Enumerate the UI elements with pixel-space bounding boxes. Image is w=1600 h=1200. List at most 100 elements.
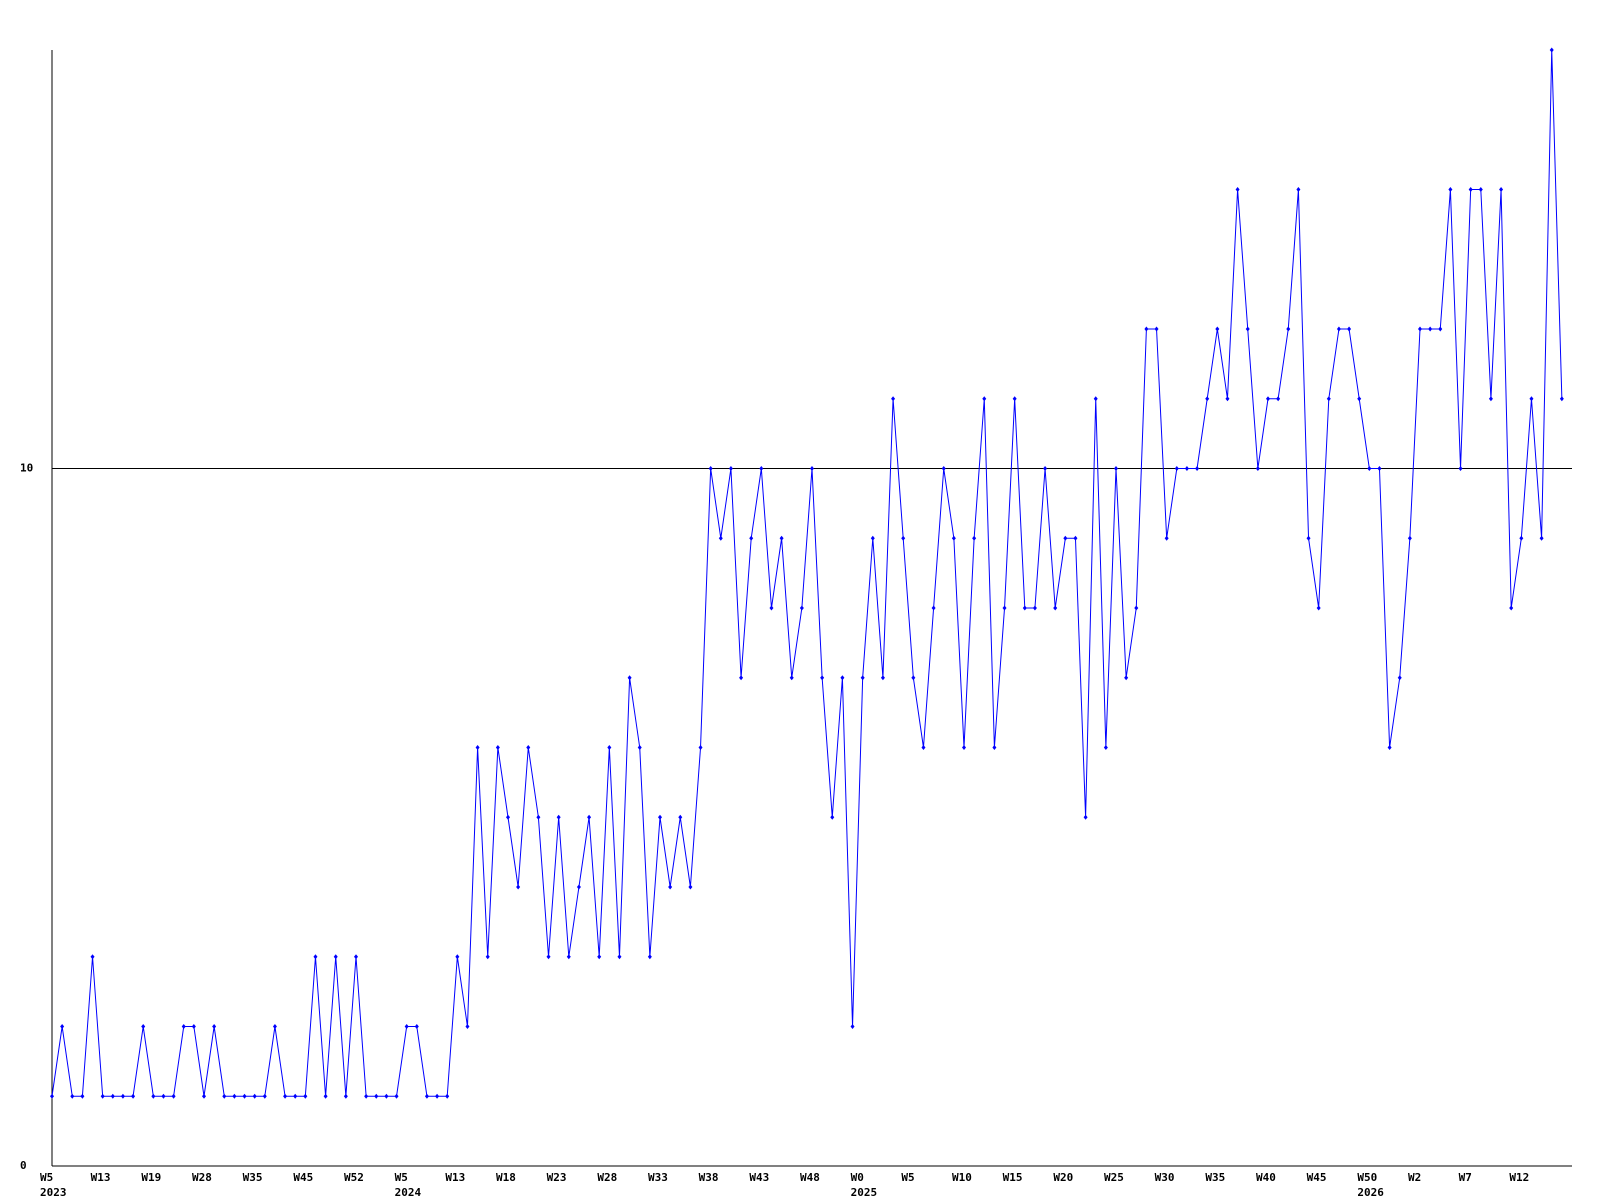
data-point (455, 954, 460, 960)
data-point (242, 1093, 247, 1099)
data-point (1377, 466, 1382, 471)
data-point (1144, 326, 1149, 332)
data-point (587, 814, 592, 820)
data-point (749, 535, 754, 541)
data-point (1488, 396, 1493, 402)
data-point (1478, 187, 1483, 192)
data-point (576, 884, 581, 890)
data-point (1397, 675, 1402, 681)
data-point (262, 1093, 267, 1099)
data-point (607, 745, 612, 750)
data-point (1357, 396, 1362, 402)
data-point (202, 1093, 206, 1099)
data-point (1073, 535, 1078, 541)
data-point (1418, 326, 1422, 332)
data-point (546, 954, 551, 960)
data-point (1326, 396, 1331, 402)
data-point (698, 745, 703, 750)
x-tick-label: W15 (1003, 1171, 1023, 1184)
data-point (1093, 396, 1098, 402)
data-point (901, 535, 906, 541)
data-point (1316, 605, 1321, 611)
data-point (1306, 535, 1311, 541)
data-point (110, 1093, 115, 1099)
data-point (1022, 605, 1027, 611)
data-point (1205, 396, 1210, 402)
data-point (810, 466, 814, 471)
data-point (1428, 326, 1433, 332)
data-point (688, 884, 693, 890)
data-point (1347, 326, 1352, 332)
data-point (627, 675, 632, 681)
data-point (941, 466, 946, 471)
data-point (313, 954, 318, 960)
data-point (1083, 814, 1088, 820)
x-tick-label: W5 (395, 1171, 408, 1184)
data-point (1286, 326, 1291, 332)
data-point (1296, 187, 1301, 192)
year-label: 2023 (40, 1186, 67, 1199)
x-tick-label: W13 (445, 1171, 465, 1184)
data-point (1407, 535, 1412, 541)
data-point (1174, 466, 1179, 471)
data-point (161, 1093, 166, 1099)
data-point (191, 1024, 196, 1029)
year-label: 2026 (1357, 1186, 1384, 1199)
data-point (617, 954, 622, 960)
data-point (708, 466, 713, 471)
x-tick-label: W28 (192, 1171, 212, 1184)
data-point (1032, 605, 1037, 611)
data-point (972, 535, 977, 541)
data-point (840, 675, 845, 681)
x-tick-label: W7 (1459, 1171, 1472, 1184)
data-point (921, 745, 926, 750)
data-point (982, 396, 987, 402)
data-point (60, 1024, 65, 1029)
data-point (90, 954, 95, 960)
data-point (779, 535, 784, 541)
year-label: 2025 (851, 1186, 878, 1199)
data-point (212, 1024, 217, 1029)
data-point (1387, 745, 1392, 750)
data-point (739, 675, 744, 681)
data-point (252, 1093, 257, 1099)
data-point (728, 466, 733, 471)
data-point (1458, 466, 1463, 471)
data-point (323, 1093, 328, 1099)
x-tick-label: W0 (851, 1171, 864, 1184)
data-point (333, 954, 338, 960)
data-point (141, 1024, 146, 1029)
x-tick-label: W45 (1307, 1171, 1327, 1184)
data-point (120, 1093, 125, 1099)
x-tick-label: W35 (1205, 1171, 1225, 1184)
data-point (1154, 326, 1159, 332)
data-point (830, 814, 835, 820)
year-label: 2024 (395, 1186, 422, 1199)
data-point (1266, 396, 1270, 402)
data-point (171, 1093, 176, 1099)
data-point (1448, 187, 1453, 192)
data-point (364, 1093, 369, 1099)
data-point (1114, 466, 1118, 471)
x-tick-label: W50 (1357, 1171, 1377, 1184)
data-point (303, 1093, 308, 1099)
data-point (394, 1093, 399, 1099)
x-tick-label: W33 (648, 1171, 668, 1184)
data-line (51, 49, 1563, 1097)
data-point (354, 954, 358, 960)
data-point (1063, 535, 1068, 541)
data-point (1002, 605, 1007, 611)
data-point (1053, 605, 1058, 611)
data-point (404, 1024, 409, 1029)
data-point (384, 1093, 389, 1099)
x-tick-label: W38 (699, 1171, 719, 1184)
x-tick-label: W2 (1408, 1171, 1421, 1184)
y-tick-label: 10 (20, 462, 33, 475)
data-point (1367, 466, 1372, 471)
data-point (343, 1093, 348, 1099)
x-tick-label: W18 (496, 1171, 516, 1184)
data-point (1509, 605, 1514, 611)
data-point (566, 954, 571, 960)
